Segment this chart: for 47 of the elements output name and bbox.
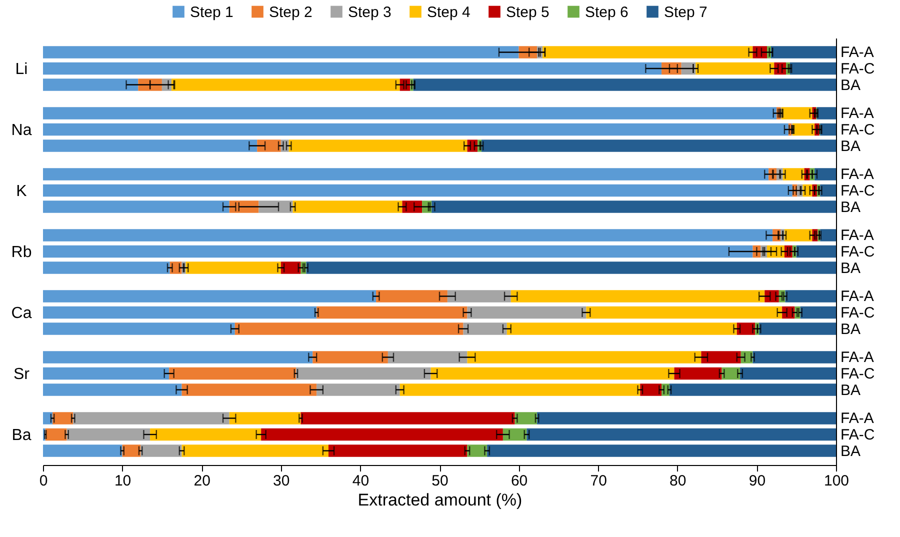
- y-tick-label: BA: [840, 138, 861, 155]
- y-tick-label: FA-C: [840, 366, 875, 382]
- legend-label: Step 3: [348, 4, 392, 21]
- x-tick-label: 40: [352, 472, 370, 490]
- y-tick-label: FA-A: [840, 288, 874, 306]
- y-tick-label: FA-C: [840, 426, 875, 444]
- x-tick-label: 20: [194, 472, 210, 490]
- legend-label: Step 2: [269, 4, 312, 21]
- x-tick-label: 10: [114, 472, 132, 490]
- y-tick-label: FA-A: [840, 166, 874, 184]
- y-tick-label: FA-A: [840, 44, 874, 62]
- y-axis-title: K: [16, 183, 28, 200]
- y-tick-label: BA: [840, 320, 861, 338]
- y-axis-title: Li: [15, 61, 28, 78]
- x-tick-label: 0: [39, 472, 48, 490]
- y-axis-title: Ca: [11, 305, 32, 322]
- y-tick-label: FA-A: [840, 227, 874, 244]
- legend-label: Step 4: [427, 4, 470, 21]
- x-axis-title: Extracted amount (%): [358, 490, 522, 510]
- y-tick-label: FA-A: [840, 410, 874, 428]
- y-tick-label: FA-C: [840, 122, 875, 138]
- y-tick-label: BA: [840, 442, 861, 460]
- y-tick-label: BA: [840, 198, 861, 216]
- y-axis-title: Na: [11, 122, 32, 139]
- y-tick-label: FA-C: [840, 304, 875, 322]
- x-tick-label: 60: [510, 472, 528, 490]
- y-tick-label: FA-C: [840, 182, 875, 200]
- legend-label: Step 5: [506, 4, 550, 21]
- y-tick-label: BA: [840, 382, 861, 399]
- x-tick-label: 50: [432, 472, 448, 490]
- y-axis-title: Sr: [14, 366, 30, 383]
- x-tick-label: 100: [824, 472, 850, 490]
- y-tick-label: BA: [840, 260, 861, 277]
- legend-label: Step 6: [585, 4, 628, 21]
- y-axis-title: Ba: [12, 427, 32, 444]
- x-tick-label: 30: [273, 472, 290, 490]
- legend-label: Step 1: [190, 4, 234, 21]
- x-tick-label: 80: [670, 472, 686, 490]
- y-tick-label: FA-A: [840, 349, 874, 366]
- x-tick-label: 90: [748, 472, 766, 490]
- y-tick-label: FA-C: [840, 244, 875, 260]
- y-axis-title: Rb: [11, 244, 32, 261]
- y-tick-label: BA: [840, 76, 861, 94]
- x-tick-label: 70: [590, 472, 607, 490]
- legend-label: Step 7: [664, 4, 708, 21]
- y-tick-label: FA-A: [840, 105, 874, 122]
- y-tick-label: FA-C: [840, 60, 875, 78]
